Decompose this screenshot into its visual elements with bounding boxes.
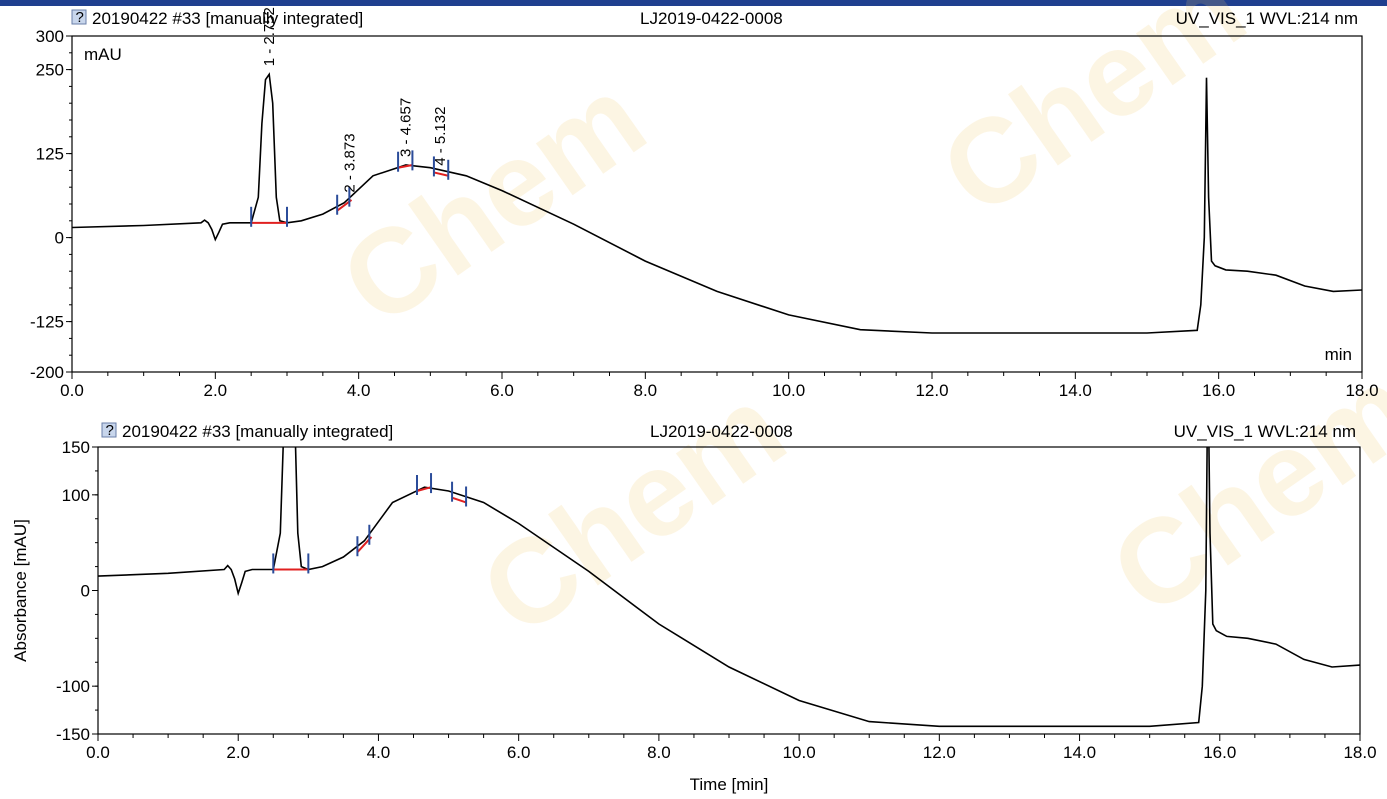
x-tick-label: 6.0: [507, 743, 531, 762]
x-tick-label: 10.0: [772, 381, 805, 400]
peak-label: 4 - 5.132: [432, 107, 449, 166]
y-tick-label: 100: [62, 486, 90, 505]
peak-label: 2 - 3.873: [342, 133, 359, 192]
x-axis-label: Time [min]: [690, 775, 769, 794]
channel-label: UV_VIS_1 WVL:214 nm: [1174, 422, 1356, 441]
y-tick-label: -100: [56, 677, 90, 696]
x-tick-label: 18.0: [1345, 381, 1378, 400]
y-tick-label: 250: [36, 61, 64, 80]
window-title-bar: [0, 0, 1387, 6]
report-icon-box: [71, 9, 87, 25]
x-tick-label: 6.0: [490, 381, 514, 400]
y-tick-label: -150: [56, 725, 90, 744]
x-tick-label: 12.0: [923, 743, 956, 762]
x-tick-label: 4.0: [347, 381, 371, 400]
integration-baseline: [451, 496, 467, 504]
x-tick-label: 0.0: [86, 743, 110, 762]
x-tick-label: 8.0: [647, 743, 671, 762]
y-tick-label: 300: [36, 27, 64, 46]
channel-label: UV_VIS_1 WVL:214 nm: [1176, 9, 1358, 28]
chromatogram-trace: [98, 447, 1360, 728]
y-tick-label: 0: [81, 582, 90, 601]
integration-baseline: [416, 486, 432, 492]
report-icon-box: [101, 422, 117, 438]
report-icon-glyph: ?: [76, 9, 84, 26]
x-tick-label: 14.0: [1063, 743, 1096, 762]
y-tick-label: -200: [30, 363, 64, 382]
x-tick-label: 14.0: [1059, 381, 1092, 400]
y-tick-label: 0: [55, 229, 64, 248]
x-tick-label: 12.0: [915, 381, 948, 400]
x-tick-label: 8.0: [634, 381, 658, 400]
report-icon: ?: [71, 9, 87, 26]
x-tick-label: 2.0: [226, 743, 250, 762]
peak-label: 3 - 4.657: [398, 98, 415, 157]
report-icon: ?: [101, 422, 117, 439]
integration-baseline: [397, 164, 413, 169]
batch-id: LJ2019-0422-0008: [640, 9, 783, 28]
y-axis-label: Absorbance [mAU]: [11, 519, 30, 662]
y-tick-label: 125: [36, 145, 64, 164]
x-tick-label: 10.0: [783, 743, 816, 762]
sample-name: 20190422 #33 [manually integrated]: [122, 422, 393, 441]
chromatogram-trace: [72, 72, 1362, 334]
chart-panel-1: ? 20190422 #33 [manually integrated] LJ201…: [30, 7, 1379, 400]
peak-label: 1 - 2.752: [261, 7, 278, 66]
watermark-text: Chem: [458, 360, 808, 661]
x-tick-label: 2.0: [204, 381, 228, 400]
x-axis-unit: min: [1325, 345, 1352, 364]
x-tick-label: 16.0: [1202, 381, 1235, 400]
sample-name: 20190422 #33 [manually integrated]: [92, 9, 363, 28]
chart-panel-2: ? 20190422 #33 [manually integrated] LJ201…: [11, 422, 1377, 794]
integration-baseline: [433, 171, 449, 177]
y-tick-label: -125: [30, 313, 64, 332]
x-tick-label: 16.0: [1203, 743, 1236, 762]
x-tick-label: 4.0: [367, 743, 391, 762]
x-tick-label: 0.0: [60, 381, 84, 400]
y-tick-label: 150: [62, 438, 90, 457]
y-axis-unit: mAU: [84, 45, 122, 64]
report-icon-glyph: ?: [106, 422, 114, 439]
x-tick-label: 18.0: [1343, 743, 1376, 762]
batch-id: LJ2019-0422-0008: [650, 422, 793, 441]
watermark-text: Chem: [318, 50, 668, 351]
watermark-text: Chem: [1088, 340, 1387, 641]
